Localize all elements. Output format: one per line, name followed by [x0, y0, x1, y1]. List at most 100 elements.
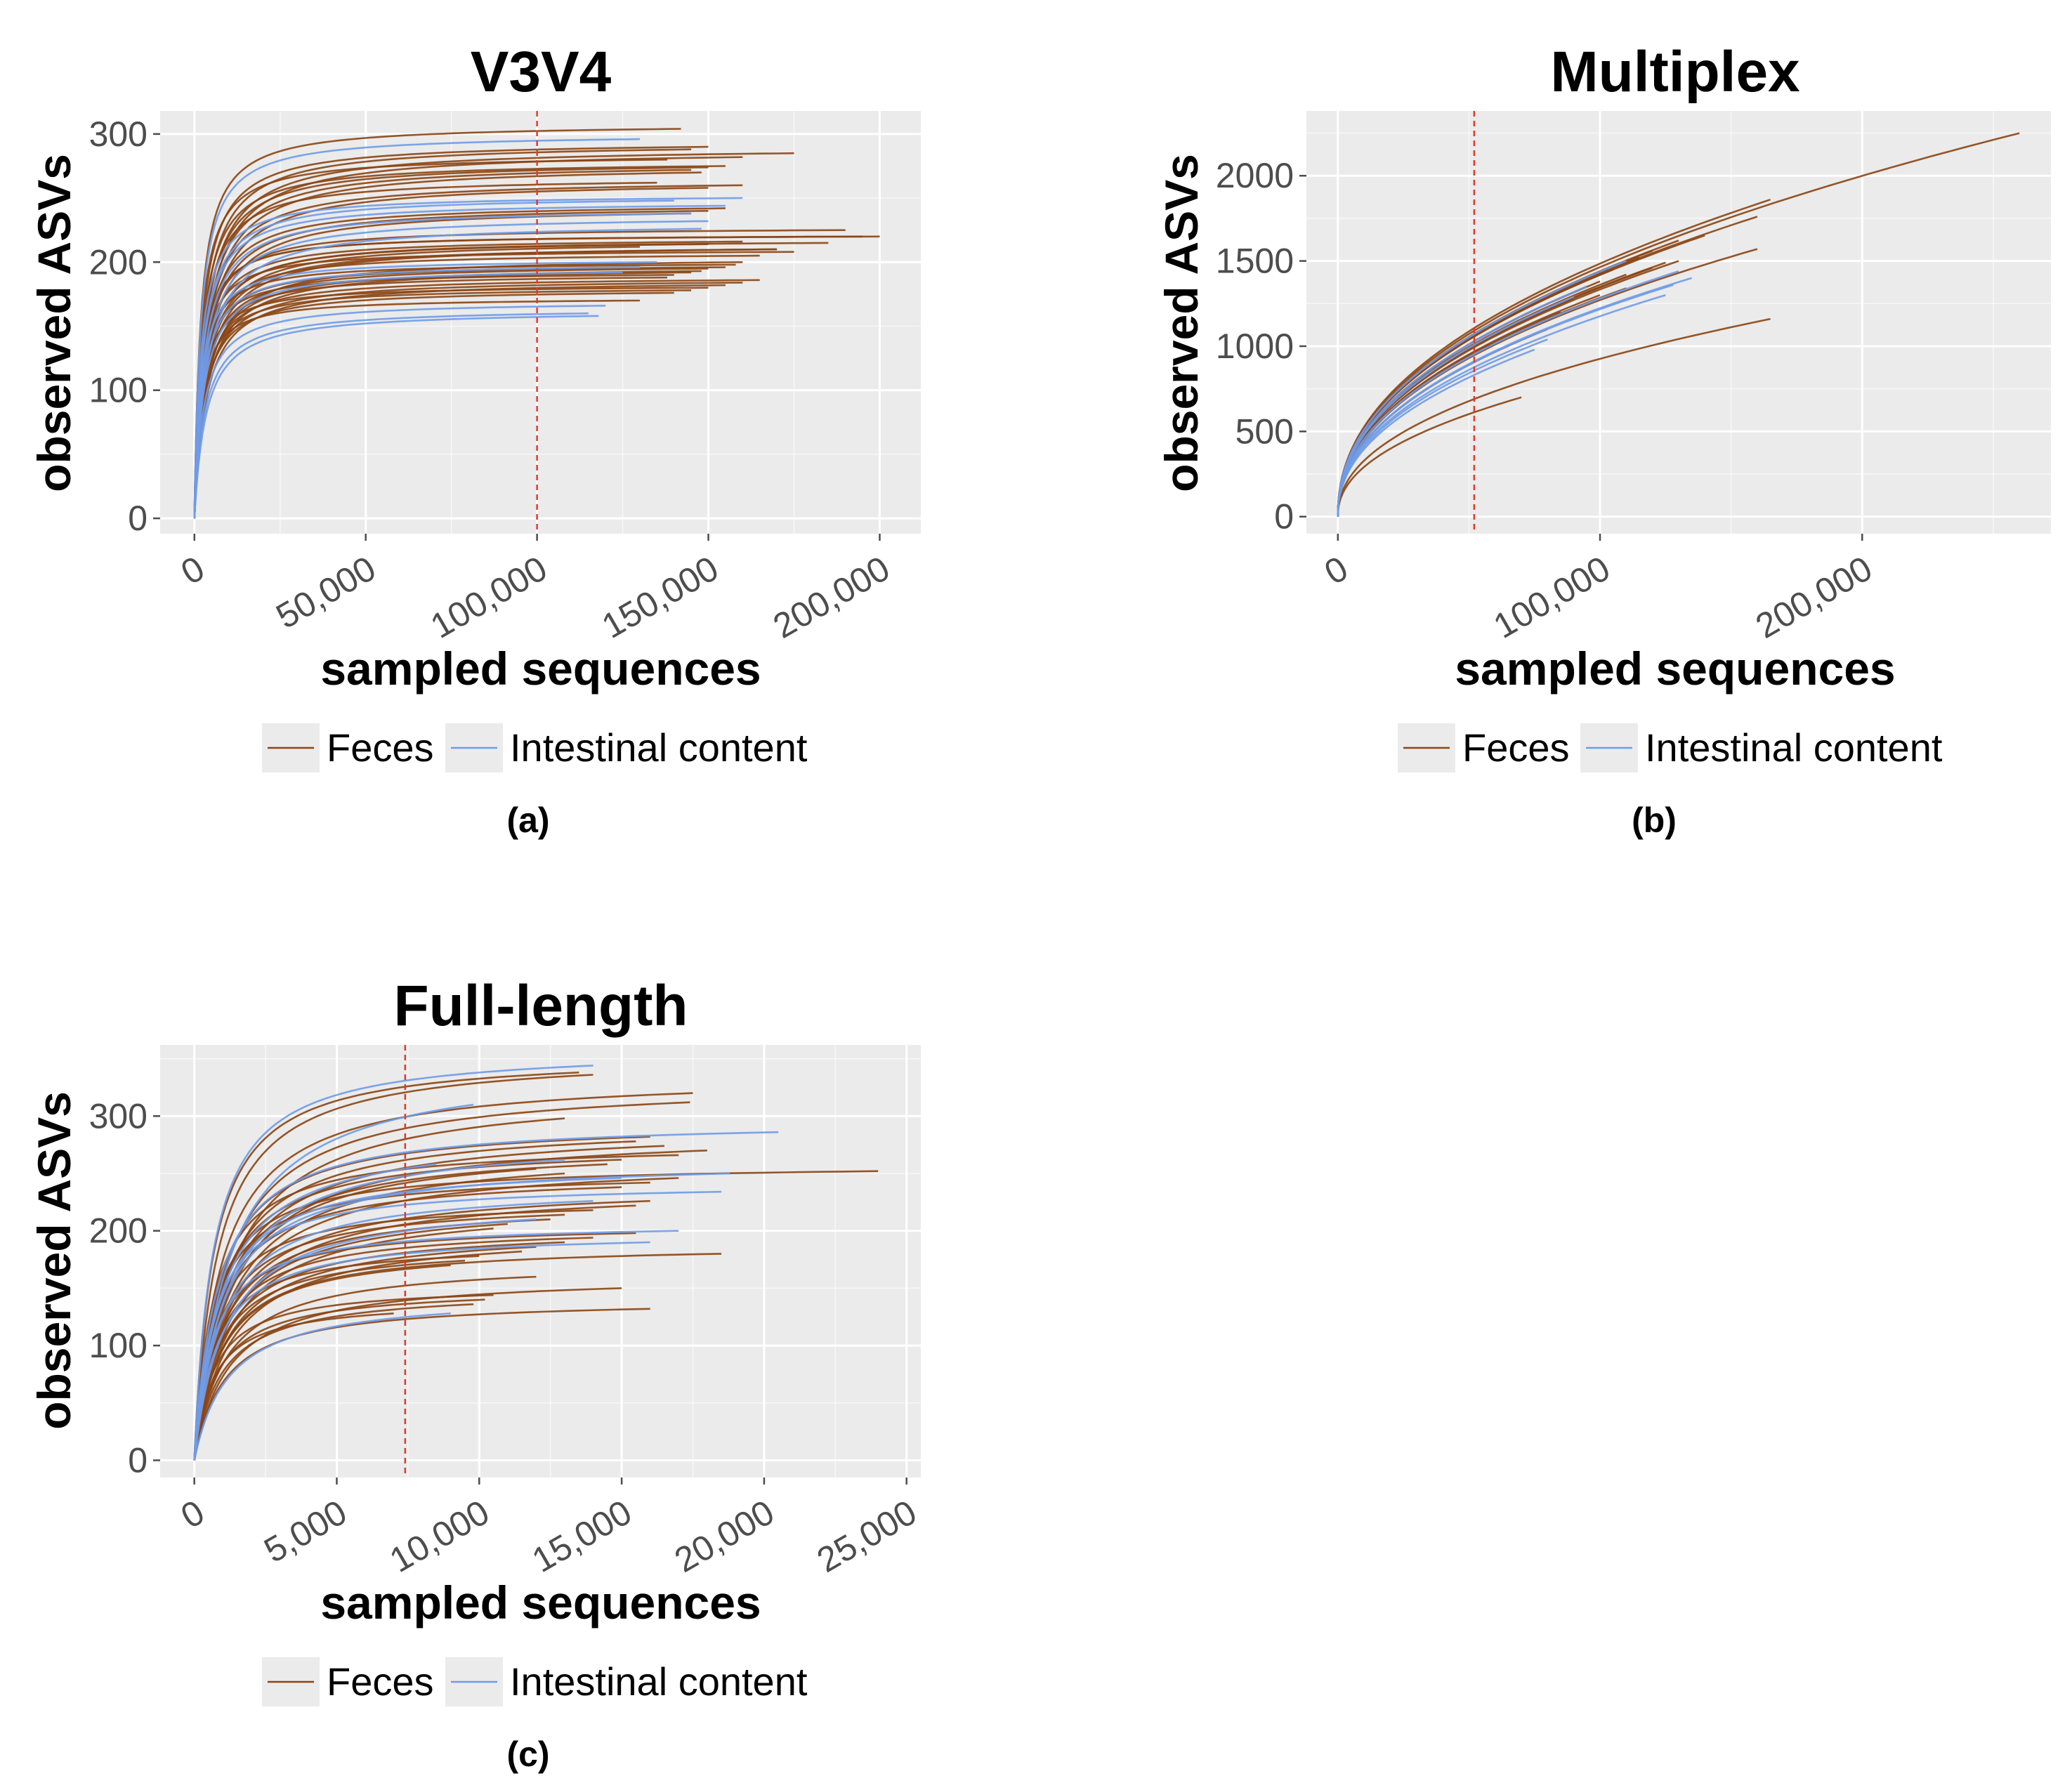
- panel-a-curve-intestinal: [193, 138, 641, 519]
- panel-c-legend-intestinal: Intestinal content: [510, 1659, 808, 1704]
- panel-c-ytick-label: 0: [128, 1440, 147, 1480]
- panel-b-legend-feces: Feces: [1462, 725, 1570, 770]
- panel-c-curve-intestinal: [193, 1065, 594, 1461]
- panel-b-legend-intestinal: Intestinal content: [1645, 725, 1943, 770]
- panel-c-lines: [193, 1065, 879, 1461]
- panel-c-xtick-label: 25,000: [811, 1492, 923, 1580]
- panel-b-xtick-label: 100,000: [1487, 548, 1617, 646]
- panel-a-curve-intestinal: [193, 228, 702, 519]
- panel-a-ylabel: observed ASVs: [28, 154, 80, 492]
- panel-a-curve-feces: [193, 145, 709, 519]
- panel-a-ytick-label: 100: [89, 371, 147, 410]
- panel-a-xtick-label: 100,000: [424, 548, 554, 646]
- panel-a-ytick-label: 200: [89, 242, 147, 282]
- panel-b-ytick-label: 1000: [1216, 327, 1294, 366]
- panel-a-curve-intestinal: [193, 312, 589, 519]
- panel-b-ylabel: observed ASVs: [1155, 154, 1207, 492]
- panel-c-legend-feces: Feces: [327, 1659, 434, 1704]
- panel-c-ytick-label: 100: [89, 1326, 147, 1365]
- panel-a-curve-feces: [193, 291, 674, 519]
- panel-a-curve-intestinal: [193, 204, 726, 519]
- panel-b-title: Multiplex: [1550, 40, 1799, 104]
- panel-a-legend-feces: Feces: [327, 725, 434, 770]
- panel-c-grid: [160, 1045, 921, 1478]
- panel-a-xlabel: sampled sequences: [320, 643, 761, 695]
- panel-c-ytick-label: 200: [89, 1211, 147, 1251]
- panel-a-curve-feces: [193, 184, 743, 519]
- panel-c-xtick-label: 0: [174, 1492, 211, 1536]
- panel-a-xtick-label: 200,000: [766, 548, 896, 646]
- panel-c-curve-feces: [193, 1287, 622, 1461]
- panel-a-caption: (a): [506, 801, 549, 840]
- panel-c-title: Full-length: [393, 974, 688, 1038]
- panel-c-curve-intestinal: [193, 1241, 650, 1461]
- panel-a-xtick-label: 150,000: [596, 548, 726, 646]
- panel-a: V3V4 0 100 200 300 0 50,000 100,000 150,000 200…: [28, 40, 921, 840]
- panel-b-curve-feces: [1337, 317, 1771, 517]
- panel-a-curve-intestinal: [193, 266, 641, 519]
- panel-c-curve-feces: [193, 1275, 537, 1461]
- panel-b-xtick-label: 0: [1318, 548, 1354, 592]
- panel-b-ytick-label: 2000: [1216, 156, 1294, 195]
- panel-b-curve-feces: [1337, 396, 1522, 517]
- panel-a-title: V3V4: [471, 40, 612, 104]
- panel-a-legend: Feces Intestinal content: [262, 723, 808, 772]
- panel-b: Multiplex 0 500 1000 1500 2000 0 100,000 200,0…: [1155, 40, 2051, 840]
- panel-a-curve-intestinal: [193, 220, 709, 519]
- panel-c-xtick-label: 5,000: [258, 1492, 353, 1570]
- panel-c-ytick-label: 300: [89, 1096, 147, 1136]
- panel-c-curve-intestinal: [193, 1199, 594, 1461]
- panel-a-curve-intestinal: [193, 305, 606, 519]
- panel-c-curve-intestinal: [193, 1190, 722, 1461]
- panel-a-yticks: 0 100 200 300: [89, 114, 160, 538]
- panel-a-curve-intestinal: [193, 271, 623, 519]
- panel-c: Full-length 0 100 200 300 0 5,000 10,000 15,00…: [28, 974, 923, 1774]
- panel-b-xtick-label: 200,000: [1749, 548, 1879, 646]
- panel-c-curve-intestinal: [193, 1218, 537, 1461]
- panel-b-xticks: 0 100,000 200,000: [1318, 534, 1879, 646]
- panel-c-ylabel: observed ASVs: [28, 1091, 80, 1430]
- panel-a-curve-intestinal: [193, 315, 599, 519]
- panel-b-ytick-label: 500: [1235, 412, 1294, 451]
- panel-a-ytick-label: 300: [89, 114, 147, 154]
- panel-a-ytick-label: 0: [128, 499, 147, 538]
- panel-b-curve-intestinal: [1337, 260, 1627, 517]
- panel-c-legend: Feces Intestinal content: [262, 1657, 808, 1706]
- panel-c-curve-feces: [193, 1154, 679, 1461]
- panel-b-curve-intestinal: [1337, 348, 1535, 517]
- panel-c-curve-intestinal: [193, 1131, 779, 1461]
- panel-a-xticks: 0 50,000 100,000 150,000 200,000: [174, 534, 896, 646]
- panel-b-plot-bg: [1306, 111, 2051, 534]
- panel-a-curve-feces: [193, 165, 726, 519]
- panel-c-xlabel: sampled sequences: [320, 1577, 761, 1628]
- panel-c-curve-intestinal: [193, 1312, 451, 1461]
- panel-a-curve-intestinal: [193, 212, 692, 519]
- panel-b-yticks: 0 500 1000 1500 2000: [1216, 156, 1306, 537]
- panel-c-curve-intestinal: [193, 1163, 437, 1461]
- panel-b-caption: (b): [1632, 801, 1677, 840]
- panel-a-curve-feces: [193, 128, 681, 519]
- panel-c-xticks: 0 5,000 10,000 15,000 20,000 25,000: [174, 1478, 923, 1580]
- panel-a-legend-intestinal: Intestinal content: [510, 725, 808, 770]
- panel-c-curve-feces: [193, 1074, 594, 1461]
- panel-a-xtick-label: 50,000: [270, 548, 382, 636]
- panel-a-xtick-label: 0: [174, 548, 211, 592]
- panel-c-caption: (c): [506, 1735, 549, 1774]
- panel-a-curve-feces: [193, 235, 863, 519]
- panel-c-xtick-label: 10,000: [383, 1492, 495, 1580]
- panel-a-curve-intestinal: [193, 261, 657, 519]
- panel-c-yticks: 0 100 200 300: [89, 1096, 160, 1480]
- panel-b-legend: Feces Intestinal content: [1398, 723, 1943, 772]
- panel-a-curve-feces: [193, 242, 829, 519]
- panel-b-ytick-label: 0: [1274, 497, 1294, 537]
- panel-b-ytick-label: 1500: [1216, 242, 1294, 281]
- panel-c-curve-intestinal: [193, 1230, 679, 1461]
- panel-b-lines: [1337, 132, 2020, 517]
- panel-a-curve-feces: [193, 159, 668, 519]
- panel-c-xtick-label: 15,000: [525, 1492, 638, 1580]
- panel-b-curve-intestinal: [1337, 270, 1679, 517]
- panel-c-xtick-label: 20,000: [668, 1492, 780, 1580]
- panel-a-curve-intestinal: [193, 197, 743, 519]
- panel-a-lines: [193, 128, 880, 519]
